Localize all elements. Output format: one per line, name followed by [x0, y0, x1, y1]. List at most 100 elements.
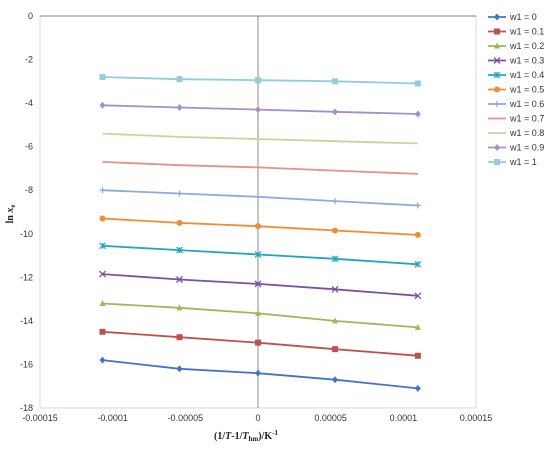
data-point — [176, 365, 183, 373]
data-point — [254, 251, 262, 258]
series-3 — [99, 270, 422, 300]
data-point — [176, 219, 183, 226]
series-6 — [99, 187, 421, 209]
series-5 — [99, 215, 421, 238]
data-point — [494, 28, 500, 35]
data-point — [414, 292, 422, 300]
data-point — [176, 276, 183, 283]
data-point — [332, 198, 339, 205]
legend-label: w1 = 1 — [509, 157, 537, 167]
legend-label: w1 = 0.4 — [509, 70, 544, 80]
data-point — [99, 101, 106, 109]
legend-item: w1 = 0.8 — [488, 128, 544, 138]
y-tick-label: -18 — [20, 403, 33, 413]
data-point — [494, 13, 500, 21]
data-point — [254, 280, 262, 288]
series-line — [102, 359, 418, 390]
data-point — [255, 339, 261, 346]
series-line — [102, 189, 418, 207]
series-line — [102, 132, 418, 145]
legend-label: w1 = 0.3 — [509, 56, 544, 66]
series-9 — [99, 101, 421, 118]
series-layer — [99, 73, 422, 392]
data-point — [176, 334, 183, 341]
data-point — [99, 356, 106, 364]
x-tick-labels: -0.00015 -0.0001 -0.00005 0 0.00005 0.0001 0.0… — [22, 413, 492, 423]
data-point — [255, 223, 261, 230]
data-point — [255, 193, 261, 200]
data-point — [332, 317, 339, 324]
x-tick-label: -0.0001 — [97, 413, 128, 423]
data-point — [255, 106, 261, 114]
data-point — [332, 346, 339, 353]
series-8 — [102, 132, 418, 145]
data-point — [332, 376, 339, 384]
legend-item: w1 = 0.7 — [488, 114, 544, 124]
data-point — [414, 110, 421, 118]
legend-label: w1 = 0.2 — [509, 41, 544, 51]
data-point — [493, 71, 501, 79]
data-point — [99, 299, 106, 306]
y-tick-label: -4 — [25, 98, 33, 108]
data-point — [99, 270, 106, 278]
y-tick-label: -16 — [20, 359, 33, 369]
legend-item: w1 = 0.2 — [488, 41, 544, 51]
legend-item: w1 = 0.1 — [488, 27, 544, 37]
data-point — [255, 77, 261, 84]
data-point — [331, 285, 339, 293]
x-tick-label: 0.00005 — [314, 413, 347, 423]
legend-label: w1 = 0.9 — [509, 143, 544, 153]
data-point — [414, 384, 421, 392]
legend-item: w1 = 0.9 — [488, 143, 544, 153]
data-point — [414, 202, 421, 209]
data-point — [176, 103, 183, 111]
data-point — [332, 108, 339, 116]
y-tick-label: -6 — [25, 142, 33, 152]
x-axis-title: (1/T-1/Thm)/K-1 — [214, 429, 278, 443]
data-point — [176, 246, 183, 254]
legend-label: w1 = 0.1 — [509, 27, 544, 37]
legend-item: w1 = 0.6 — [488, 99, 544, 109]
series-7 — [102, 161, 418, 175]
data-point — [99, 73, 106, 80]
series-line — [102, 273, 418, 297]
x-tick-label: -0.00015 — [22, 413, 58, 423]
legend-label: w1 = 0.7 — [509, 114, 544, 124]
y-tick-labels: 0 -2 -4 -6 -8 -10 -12 -14 -16 -18 — [20, 11, 33, 413]
data-point — [176, 76, 183, 83]
legend-item: w1 = 0.3 — [488, 56, 544, 66]
data-point — [332, 78, 339, 85]
data-point — [494, 144, 500, 151]
data-point — [494, 42, 500, 49]
data-point — [494, 86, 500, 93]
data-point — [176, 190, 183, 197]
data-point — [255, 309, 261, 316]
legend-label: w1 = 0.5 — [509, 85, 544, 95]
x-tick-label: 0.00015 — [460, 413, 493, 423]
data-point — [494, 101, 500, 107]
legend-label: w1 = 0.8 — [509, 128, 544, 138]
legend-item: w1 = 0.5 — [488, 85, 544, 95]
x-tick-label: 0.0001 — [390, 413, 418, 423]
data-point — [414, 260, 422, 268]
legend: w1 = 0 w1 = 0.1 w1 = 0.2 w1 = 0.3 w1 = 0.4 w1… — [488, 12, 544, 167]
series-0 — [99, 356, 421, 392]
y-tick-label: -12 — [20, 272, 33, 282]
data-point — [99, 242, 106, 250]
series-4 — [99, 242, 422, 268]
data-point — [414, 352, 421, 359]
legend-item: w1 = 1 — [488, 157, 537, 167]
series-1 — [99, 328, 421, 359]
legend-label: w1 = 0 — [509, 12, 537, 22]
legend-item: w1 = 0 — [488, 12, 537, 22]
y-tick-label: -2 — [25, 55, 33, 65]
data-point — [494, 159, 500, 165]
data-point — [99, 187, 106, 194]
series-line — [102, 161, 418, 175]
data-point — [414, 80, 421, 87]
data-point — [332, 227, 339, 234]
data-point — [176, 304, 183, 311]
legend-item: w1 = 0.4 — [488, 70, 544, 80]
data-point — [414, 323, 421, 330]
